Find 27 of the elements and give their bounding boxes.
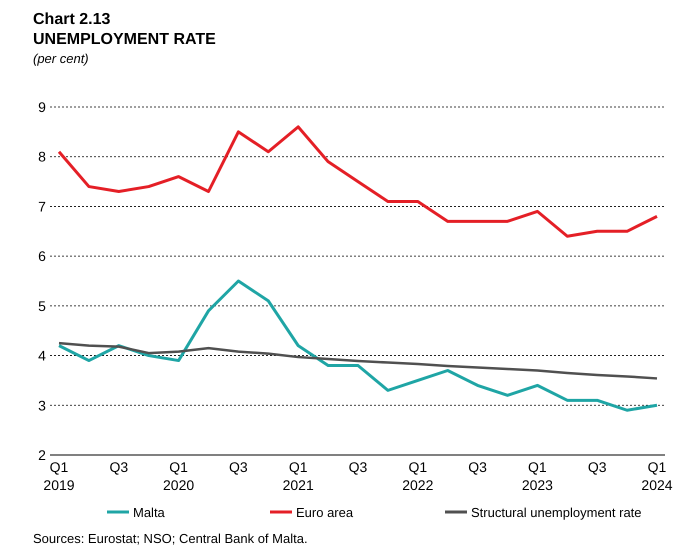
y-tick-label: 7 — [38, 198, 46, 214]
x-tick-label: Q1 2020 — [163, 459, 194, 493]
line-series — [58, 280, 658, 412]
y-tick-label: 9 — [38, 99, 46, 115]
y-tick-label: 6 — [38, 248, 46, 264]
legend-label: Euro area — [296, 505, 354, 520]
line-series — [58, 125, 658, 238]
x-tick-label: Q1 2021 — [282, 459, 314, 493]
x-tick-label: Q3 — [348, 459, 368, 475]
x-tick-label: Q1 2023 — [522, 459, 554, 493]
x-tick-label: Q1 2024 — [641, 459, 673, 493]
line-series — [58, 342, 658, 380]
y-tick-label: 3 — [38, 397, 46, 414]
x-tick-label: Q1 2022 — [402, 459, 434, 493]
legend-label: Structural unemployment rate — [471, 505, 642, 520]
y-tick-label: 5 — [38, 298, 46, 314]
x-tick-label: Q3 — [229, 459, 248, 475]
chart-subtitle: UNEMPLOYMENT RATE — [33, 31, 216, 48]
x-tick-label: Q3 — [109, 459, 128, 475]
legend-label: Malta — [133, 505, 166, 520]
y-tick-label: 8 — [38, 148, 46, 165]
source-note: Sources: Eurostat; NSO; Central Bank of Malta. — [33, 531, 308, 546]
chart-title: Chart 2.13 — [33, 11, 110, 28]
y-tick-label: 4 — [38, 348, 46, 364]
y-axis-title: (per cent) — [33, 51, 89, 66]
x-tick-label: Q3 — [468, 459, 488, 475]
x-tick-label: Q3 — [588, 459, 607, 475]
